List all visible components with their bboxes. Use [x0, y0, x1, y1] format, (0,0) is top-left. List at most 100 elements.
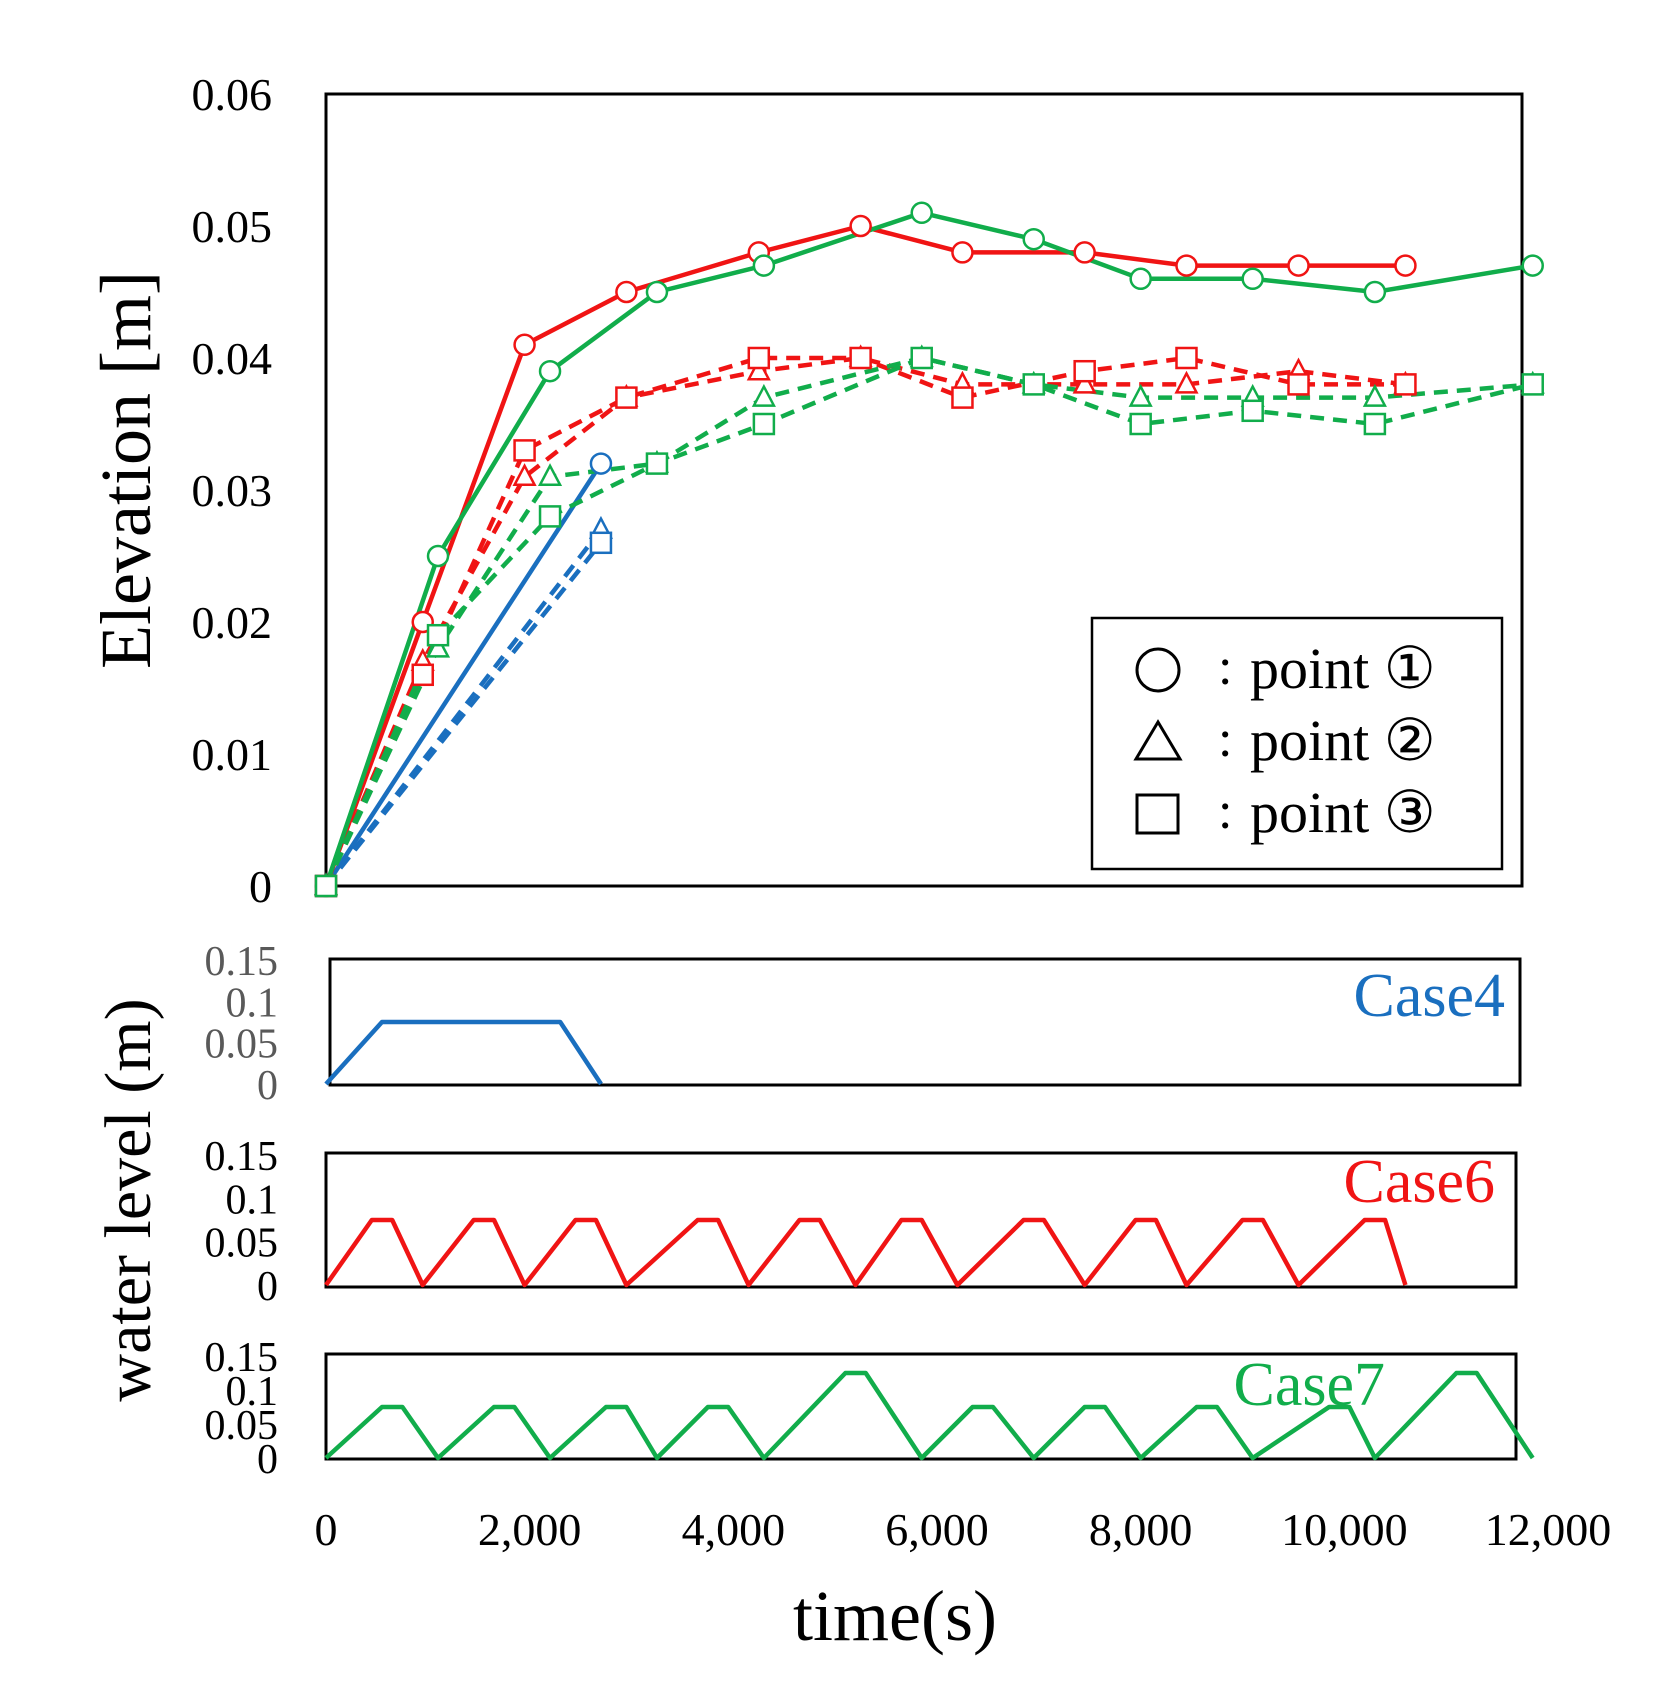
elevation-plot-frame — [324, 92, 1524, 888]
series-line — [324, 462, 603, 888]
data-point — [1287, 373, 1310, 396]
data-point — [1072, 370, 1097, 394]
legend-label-point3: point ③ — [1250, 780, 1436, 845]
data-point — [1175, 254, 1198, 277]
legend-label-point2: point ② — [1250, 708, 1436, 773]
x-tick-label: 6,000 — [885, 1504, 989, 1555]
y-tick-label: 0 — [249, 861, 272, 912]
data-point — [1521, 373, 1544, 396]
data-point — [538, 359, 562, 383]
data-point — [1241, 267, 1264, 291]
data-point — [910, 201, 933, 225]
data-point — [537, 463, 563, 487]
data-point — [1022, 227, 1045, 251]
y-tick-label: 0.02 — [192, 597, 273, 648]
x-tick-label: 4,000 — [682, 1504, 786, 1555]
data-point — [849, 214, 872, 238]
y-tick-label: 0.03 — [192, 465, 273, 516]
data-point — [1129, 412, 1152, 436]
data-point — [645, 280, 669, 304]
data-point — [426, 544, 450, 568]
data-point — [538, 505, 562, 528]
water-level-tick-label: 0.15 — [205, 939, 279, 985]
y-tick-label: 0.04 — [192, 333, 273, 384]
data-point — [513, 439, 536, 462]
x-tick-label: 0 — [315, 1504, 338, 1555]
data-point — [589, 452, 613, 475]
data-point — [411, 663, 434, 687]
case4-title: Case4 — [1353, 962, 1505, 1030]
water-level-tick-label: 0.1 — [226, 980, 279, 1026]
data-point — [1394, 373, 1417, 396]
water-level-tick-label: 0 — [257, 1437, 278, 1483]
data-point — [1129, 267, 1152, 291]
water-level-tick-label: 0 — [257, 1063, 278, 1109]
data-point — [1362, 383, 1387, 407]
data-point — [1394, 254, 1417, 277]
data-point — [1363, 412, 1387, 436]
series-line — [323, 355, 1534, 887]
legend-separator: : — [1218, 783, 1232, 840]
water-level-tick-label: 0.15 — [205, 1134, 279, 1180]
data-point — [747, 346, 771, 370]
data-point — [746, 357, 771, 381]
case6-title: Case6 — [1343, 1148, 1495, 1216]
water-level-tick-label: 0 — [257, 1264, 278, 1310]
data-point — [849, 346, 872, 370]
water-level-axis-label: water level (m) — [92, 998, 165, 1401]
data-point — [752, 254, 776, 277]
legend-separator: : — [1218, 711, 1232, 768]
data-point — [314, 874, 338, 898]
series-line — [324, 541, 603, 888]
water-level-tick-label: 0.05 — [205, 1221, 279, 1267]
case6-plot-frame — [324, 1151, 1518, 1289]
data-point — [1175, 346, 1198, 370]
x-tick-label: 10,000 — [1281, 1504, 1408, 1555]
water-level-tick-label: 0.05 — [205, 1022, 279, 1068]
legend: : : : point ① point ② point ③ — [1090, 616, 1504, 871]
data-point — [513, 333, 536, 357]
water-level-tick-label: 0.05 — [205, 1403, 279, 1449]
data-point — [1022, 373, 1045, 396]
legend-separator: : — [1218, 639, 1232, 696]
legend-circle-marker — [1135, 647, 1181, 693]
legend-label-point1: point ① — [1250, 636, 1436, 701]
data-point — [1174, 370, 1199, 394]
x-tick-label: 2,000 — [478, 1504, 582, 1555]
water-level-tick-label: 0.15 — [205, 1335, 279, 1381]
case7-title: Case7 — [1233, 1351, 1385, 1419]
data-point — [1128, 383, 1153, 407]
data-point — [1241, 399, 1264, 423]
y-tick-label: 0.06 — [192, 69, 273, 120]
time-axis-label: time(s) — [793, 1576, 997, 1656]
legend-box — [1090, 616, 1504, 871]
water-level-line — [324, 1019, 603, 1086]
data-point — [951, 241, 974, 264]
data-point — [645, 452, 669, 475]
data-point — [425, 634, 451, 658]
data-point — [751, 383, 776, 407]
x-tick-label: 12,000 — [1485, 1504, 1612, 1555]
case4-plot-frame — [328, 957, 1522, 1087]
data-point — [1363, 280, 1387, 304]
elevation-axis-label: Elevation [m] — [86, 271, 166, 669]
y-tick-label: 0.01 — [192, 729, 273, 780]
data-point — [910, 346, 933, 370]
water-level-tick-label: 0.1 — [226, 1369, 279, 1415]
data-point — [951, 386, 974, 409]
data-point — [1521, 254, 1544, 277]
water-level-tick-label: 0.1 — [226, 1177, 279, 1223]
x-tick-label: 8,000 — [1089, 1504, 1193, 1555]
data-point — [752, 412, 776, 436]
data-point — [512, 463, 537, 487]
legend-square-marker — [1135, 793, 1180, 835]
data-point — [1073, 241, 1096, 264]
data-point — [1287, 254, 1310, 277]
data-point — [615, 280, 638, 304]
water-level-line — [324, 1217, 1408, 1288]
data-point — [589, 531, 613, 555]
data-point — [426, 623, 450, 647]
data-point — [1073, 359, 1096, 383]
legend-triangle-marker — [1133, 719, 1183, 761]
